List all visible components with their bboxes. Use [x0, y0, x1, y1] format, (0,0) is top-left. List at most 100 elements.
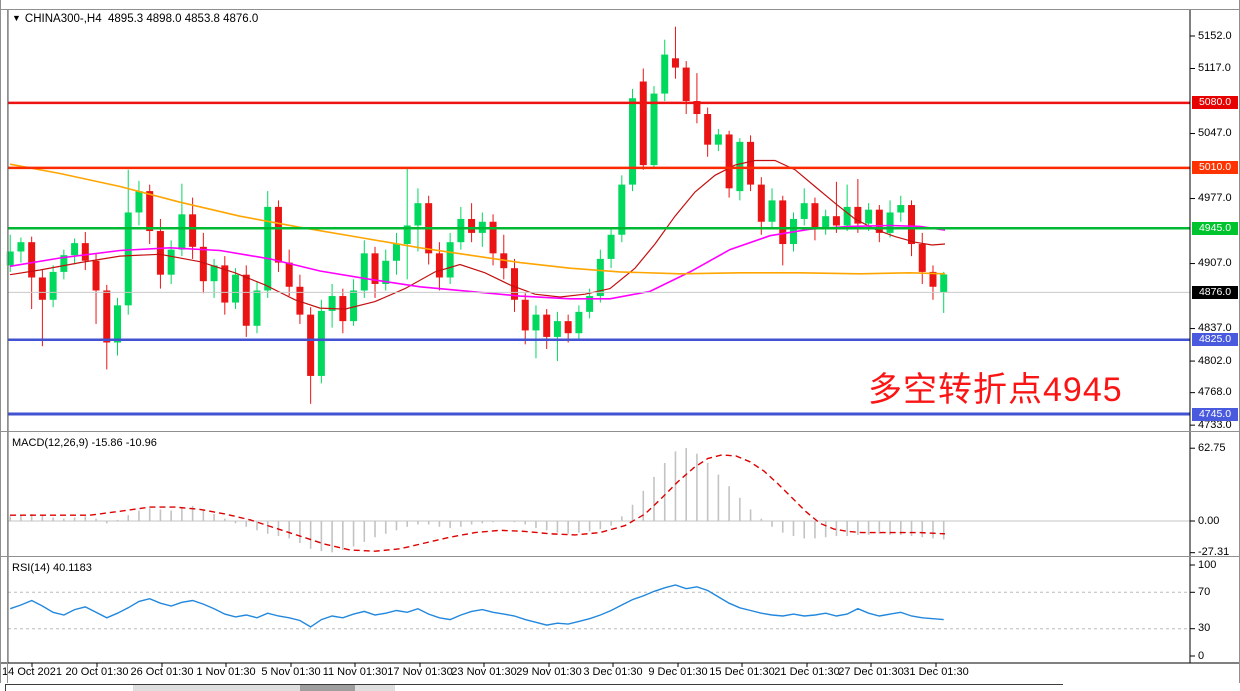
candle-body — [940, 274, 948, 293]
candle-body — [886, 212, 894, 233]
date-axis-label: 23 Nov 01:30 — [451, 666, 517, 678]
candle-body — [124, 212, 132, 306]
price-axis-label: 5117.0 — [1198, 62, 1231, 74]
price-level-badge: 4745.0 — [1192, 407, 1238, 421]
candle-body — [468, 218, 476, 233]
candle-body — [71, 243, 79, 256]
chart-symbol-period: CHINA300-,H4 — [24, 13, 102, 25]
candle-body — [918, 244, 926, 272]
date-axis-label: 15 Dec 01:30 — [709, 666, 775, 678]
price-level-badge: 4945.0 — [1192, 221, 1238, 235]
candle-body — [199, 246, 207, 282]
candle-body — [114, 305, 121, 343]
rsi-axis-label: 70 — [1198, 585, 1211, 598]
candle-body — [317, 310, 325, 376]
candle-body — [532, 314, 540, 331]
price-axis-label: 4977.0 — [1198, 192, 1232, 205]
candle-body — [382, 260, 390, 284]
price-level-badge: 5010.0 — [1192, 161, 1238, 175]
candle-body — [135, 191, 143, 213]
symbol-dropdown-icon[interactable]: ▼ — [12, 13, 21, 23]
candle-body — [704, 114, 712, 145]
candle-body — [103, 290, 111, 343]
candle-body — [553, 321, 561, 337]
candle-body — [768, 200, 776, 222]
candle-body — [725, 134, 733, 189]
candle-body — [81, 243, 89, 261]
candle-body — [17, 242, 25, 252]
candle-body — [929, 271, 937, 287]
price-level-badge: 4825.0 — [1192, 333, 1238, 347]
candle-body — [693, 101, 701, 115]
date-axis-label: 17 Nov 01:30 — [387, 666, 453, 678]
candle-body — [854, 206, 862, 224]
candle-body — [274, 206, 282, 263]
candle-body — [779, 200, 787, 245]
lower-window-top-border — [5, 684, 1063, 685]
date-axis-label: 11 Nov 01:30 — [322, 666, 388, 678]
candle-body — [307, 314, 315, 376]
chart-ohlc-values: 4895.3 4898.0 4853.8 4876.0 — [108, 13, 259, 25]
candle-body — [178, 214, 186, 250]
candle-body — [757, 184, 765, 222]
candle-body — [543, 314, 551, 337]
candle-body — [189, 214, 197, 247]
date-axis-label: 14 Oct 2021 — [2, 666, 62, 678]
candle-body — [49, 271, 57, 300]
trend-annotation-text: 多空转折点4945 — [868, 371, 1123, 409]
candle-body — [639, 81, 647, 166]
candle-body — [865, 209, 873, 224]
date-axis-label: 3 Dec 01:30 — [583, 666, 643, 678]
candle-body — [146, 191, 154, 232]
candle-body — [60, 255, 68, 272]
candle-body — [629, 98, 637, 185]
candle-body — [596, 258, 604, 297]
candle-body — [350, 290, 358, 322]
candle-body — [328, 296, 336, 311]
price-level-badge: 5080.0 — [1192, 96, 1238, 110]
candle-body — [908, 205, 916, 245]
window-border-left-outer — [0, 0, 1, 691]
horizontal-scrollbar-track[interactable] — [133, 685, 395, 691]
candle-body — [650, 93, 658, 166]
candle-body — [586, 296, 594, 312]
date-axis-label: 20 Oct 01:30 — [65, 666, 129, 678]
candle-body — [167, 249, 175, 275]
candle-body — [607, 234, 615, 259]
date-axis-label: 9 Dec 01:30 — [648, 666, 708, 678]
date-axis-label: 31 Dec 01:30 — [903, 666, 969, 678]
rsi-axis-label: 0 — [1198, 649, 1205, 662]
chart-title: ▼ CHINA300-,H4 4895.3 4898.0 4853.8 4876.… — [12, 13, 258, 25]
candle-body — [210, 265, 218, 282]
window-border-top — [0, 9, 1240, 10]
rsi-line — [9, 584, 944, 628]
date-axis-label: 27 Dec 01:30 — [838, 666, 904, 678]
price-axis-label: 4733.0 — [1198, 418, 1232, 431]
candle-body — [360, 253, 368, 291]
date-axis-label: 21 Dec 01:30 — [774, 666, 840, 678]
window-border-left-inner — [7, 9, 8, 683]
date-axis-label: 1 Nov 01:30 — [196, 666, 256, 678]
ma-mid-line — [9, 224, 946, 300]
candle-body — [489, 221, 497, 254]
date-axis-label: 5 Nov 01:30 — [261, 666, 321, 678]
candle-body — [564, 321, 572, 334]
candle-body — [875, 209, 883, 233]
candle-body — [435, 253, 443, 278]
candle-body — [618, 184, 626, 235]
price-level-badge: 4876.0 — [1192, 285, 1238, 299]
macd-axis-label: 0.00 — [1198, 514, 1220, 527]
candle-body — [371, 253, 379, 284]
candle-body — [832, 216, 840, 226]
bottom-windows-edge — [0, 683, 1240, 691]
horizontal-scrollbar-thumb[interactable] — [300, 685, 355, 691]
price-axis-label: 4768.0 — [1198, 386, 1232, 399]
macd-axis-label: -27.31 — [1198, 546, 1230, 559]
candle-body — [38, 277, 46, 300]
candle-body — [457, 218, 465, 243]
candle-body — [575, 311, 583, 334]
rsi-axis-label: 100 — [1198, 558, 1217, 571]
macd-signal-line — [10, 454, 946, 552]
